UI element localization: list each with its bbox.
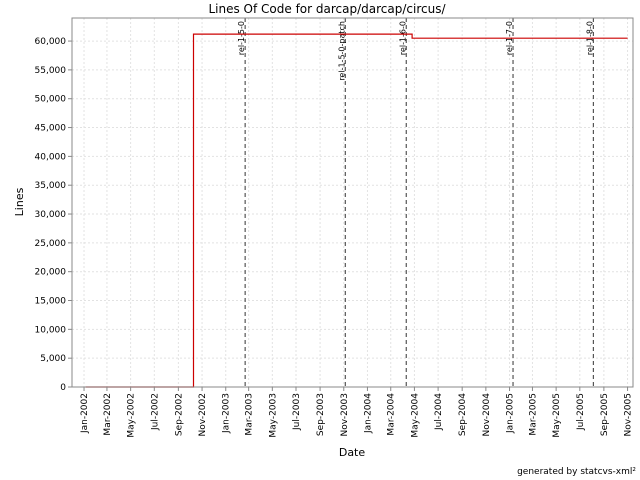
chart-series: [85, 33, 628, 388]
chart-title: Lines Of Code for darcap/darcap/circus/: [208, 2, 446, 16]
x-tick-label: Nov-2005: [624, 393, 634, 436]
release-marker-label: rel-1-5-0: [237, 21, 246, 55]
y-tick-label: 5,000: [40, 354, 66, 364]
plot-border: [71, 17, 634, 388]
x-tick-label: Mar-2003: [245, 393, 255, 436]
release-marker-label: rel-1-6-0: [398, 21, 407, 55]
release-markers: rel-1-5-0 rel-1-5-0-patch rel-1-6-0 rel-1-7…: [237, 18, 594, 387]
loc-series-line: [85, 33, 628, 388]
y-axis-title: Lines: [13, 187, 26, 216]
x-axis-title: Date: [339, 446, 366, 459]
x-axis: Jan-2002 Mar-2002 May-2002 Jul-2002 Sep-2002…: [80, 387, 634, 438]
y-tick-label: 55,000: [35, 66, 67, 76]
y-tick-label: 35,000: [35, 181, 67, 191]
y-tick-label: 10,000: [35, 325, 67, 335]
x-tick-label: Jan-2004: [363, 393, 373, 434]
x-tick-label: May-2004: [410, 393, 420, 438]
x-tick-label: Mar-2005: [528, 393, 538, 436]
y-tick-label: 50,000: [35, 95, 67, 105]
y-tick-label: 15,000: [35, 297, 67, 307]
chart-grid: [72, 18, 633, 388]
y-axis: 0 5,000 10,000 15,000 20,000 25,000 30,000 35,0…: [35, 37, 72, 393]
x-tick-label: May-2003: [268, 393, 278, 438]
footer-credit: generated by statcvs-xml²: [517, 467, 636, 477]
y-tick-label: 30,000: [35, 210, 67, 220]
y-tick-label: 40,000: [35, 152, 67, 162]
x-tick-label: Jul-2002: [150, 393, 160, 431]
y-tick-label: 60,000: [35, 37, 67, 47]
x-tick-label: Jul-2003: [292, 393, 302, 431]
x-tick-label: Sep-2002: [174, 393, 184, 436]
x-tick-label: Nov-2003: [340, 393, 350, 436]
x-tick-label: May-2002: [127, 393, 137, 438]
x-tick-label: Sep-2004: [458, 393, 468, 436]
x-tick-label: Jan-2003: [222, 393, 232, 434]
x-tick-label: Nov-2002: [198, 393, 208, 436]
release-marker-label: rel-1-5-0-patch: [337, 21, 346, 81]
x-tick-label: May-2005: [552, 393, 562, 438]
y-tick-label: 45,000: [35, 124, 67, 134]
y-tick-label: 0: [60, 383, 66, 393]
y-tick-label: 25,000: [35, 239, 67, 249]
y-tick-label: 20,000: [35, 268, 67, 278]
x-tick-label: Mar-2004: [387, 393, 397, 436]
x-tick-label: Mar-2002: [103, 393, 113, 436]
x-tick-label: Sep-2003: [316, 393, 326, 436]
x-tick-label: Sep-2005: [600, 393, 610, 436]
x-tick-label: Jul-2005: [576, 393, 586, 431]
x-tick-label: Jul-2004: [434, 393, 444, 431]
x-tick-label: Nov-2004: [482, 393, 492, 437]
x-tick-label: Jan-2005: [506, 393, 516, 434]
x-tick-label: Jan-2002: [80, 393, 90, 434]
